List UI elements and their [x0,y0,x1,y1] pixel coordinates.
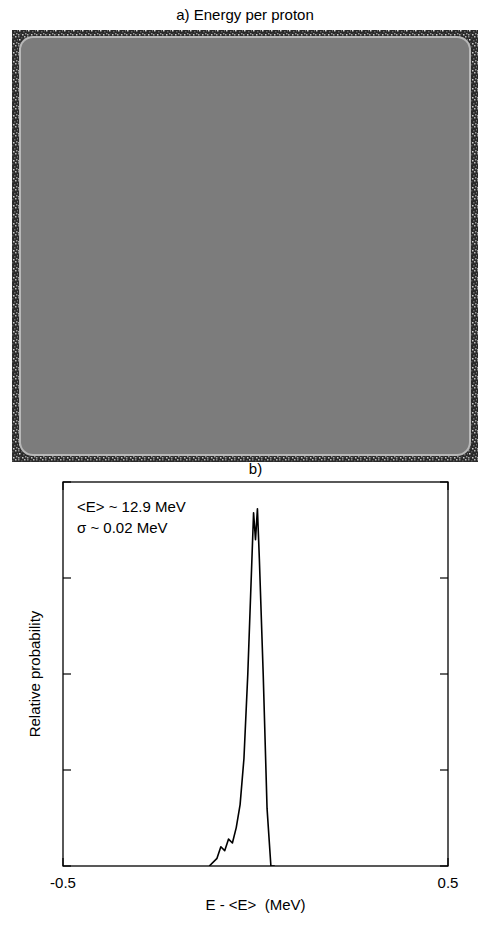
image-field [21,38,469,454]
y-tick-right [440,481,448,482]
plot-frame [63,482,448,866]
annotation: σ ~ 0.02 MeV [77,519,168,536]
x-tick-label: 0.5 [438,874,459,891]
y-tick [63,865,71,866]
x-tick [447,858,448,866]
y-tick [63,673,71,674]
image-rim [19,36,471,456]
y-tick-right [440,577,448,578]
x-tick-top [447,482,448,490]
annotation: <E> ~ 12.9 MeV [77,498,186,515]
x-tick-label: -0.5 [50,874,76,891]
y-tick-right [440,769,448,770]
x-axis-title: E - <E> (MeV) [205,896,305,913]
x-tick [62,858,63,866]
x-tick-top [62,482,63,490]
y-tick [63,577,71,578]
y-tick [63,769,71,770]
y-tick [63,481,71,482]
figure: a) Energy per proton b) -0.5 0.5 E - <E> (Me… [0,0,490,938]
data-line [209,509,274,866]
plot-area [209,509,274,866]
chart-title: b) [249,460,262,477]
y-axis-title: Relative probability [26,610,43,737]
image-border [12,30,478,462]
y-tick-right [440,865,448,866]
y-tick-right [440,673,448,674]
panel-title: a) Energy per proton [176,6,314,23]
